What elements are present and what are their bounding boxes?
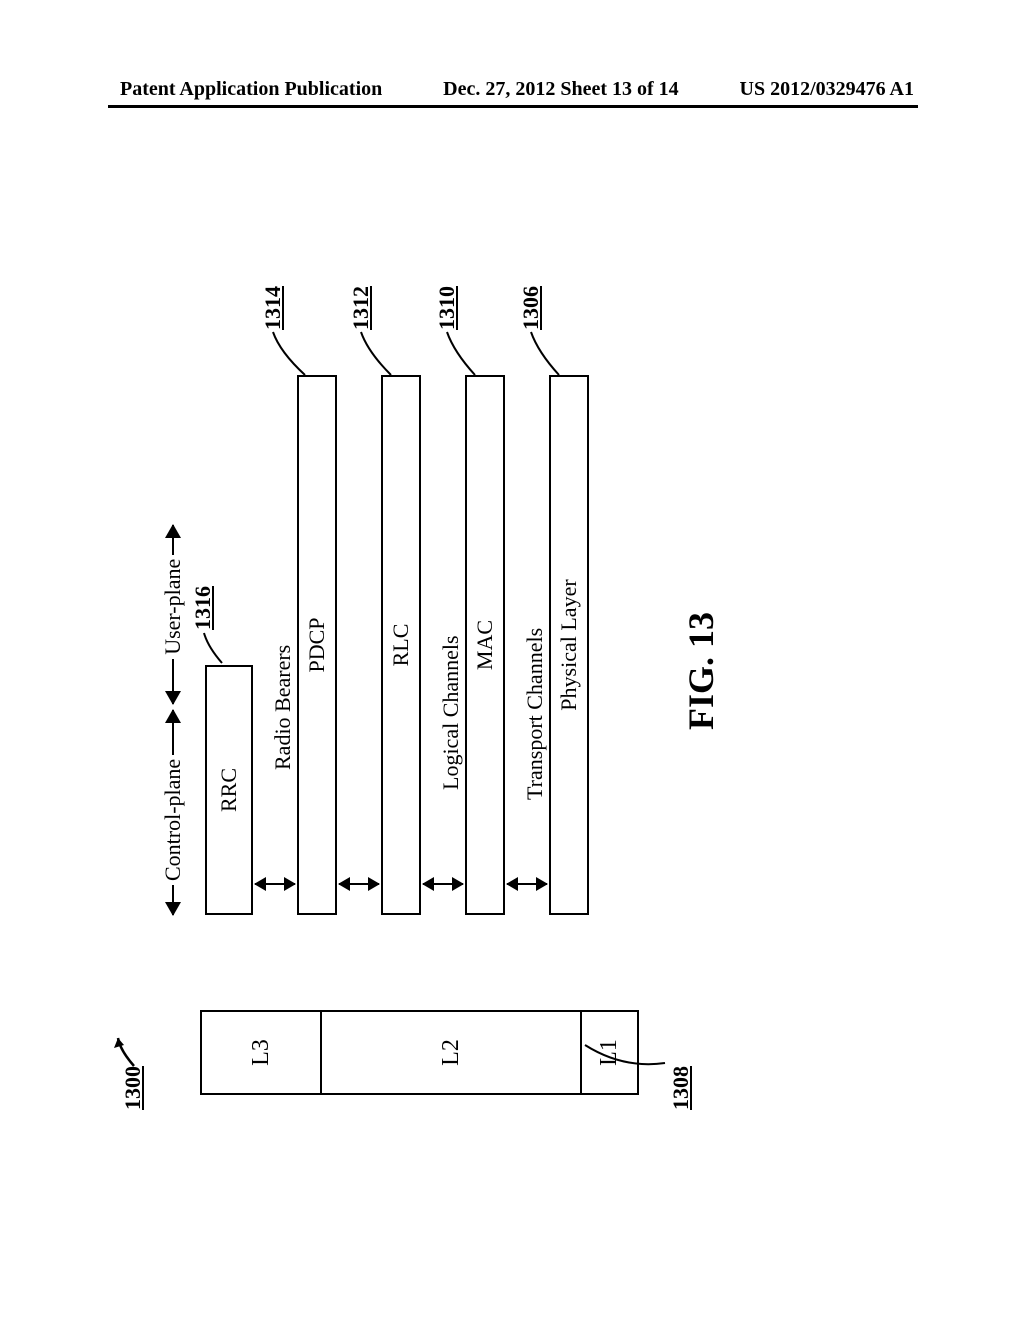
figure-number-hook-icon [114,1028,142,1068]
arrow-rrc-pdcp-icon [255,883,295,885]
box-phy: Physical Layer [549,375,589,915]
figure-caption: FIG. 13 [680,612,722,730]
layer-cell-l2: L2 [322,1012,582,1093]
header-right: US 2012/0329476 A1 [740,78,914,101]
interface-logical-channels: Logical Channels [438,635,464,790]
layer-cell-l3: L3 [202,1012,322,1093]
leader-1314-icon [270,322,310,377]
leader-1316-icon [200,625,230,665]
arrow-mid-left-icon [172,659,174,704]
figure-inner: 1300 L3 L2 L1 1308 Control-plane [120,210,880,1110]
leader-1306-icon [528,322,564,377]
box-rrc: RRC [205,665,253,915]
arrow-rlc-mac-icon [423,883,463,885]
header-center: Dec. 27, 2012 Sheet 13 of 14 [443,78,679,101]
header-left: Patent Application Publication [120,78,382,101]
page: Patent Application Publication Dec. 27, … [0,0,1024,1320]
figure-region: 1300 L3 L2 L1 1308 Control-plane [0,160,1024,1160]
figure-number-ref: 1300 [120,1066,146,1110]
arrow-mac-phy-icon [507,883,547,885]
plane-header: Control-plane User-plane [160,375,186,915]
box-pdcp: PDCP [297,375,337,915]
header-rule [108,105,918,108]
leader-1312-icon [358,322,396,377]
leader-1308-icon [583,1025,673,1075]
box-mac: MAC [465,375,505,915]
interface-radio-bearers: Radio Bearers [270,645,296,770]
user-plane-label: User-plane [160,555,186,659]
interface-transport-channels: Transport Channels [522,628,548,800]
box-rlc: RLC [381,375,421,915]
page-header: Patent Application Publication Dec. 27, … [0,78,1024,101]
control-plane-label: Control-plane [160,755,186,885]
arrow-right-icon [172,525,174,555]
arrow-left-icon [172,885,174,915]
layer-table: L3 L2 L1 [200,1010,639,1095]
leader-1310-icon [444,322,480,377]
ref-1316: 1316 [190,586,216,630]
arrow-mid-right-icon [172,710,174,755]
arrow-pdcp-rlc-icon [339,883,379,885]
